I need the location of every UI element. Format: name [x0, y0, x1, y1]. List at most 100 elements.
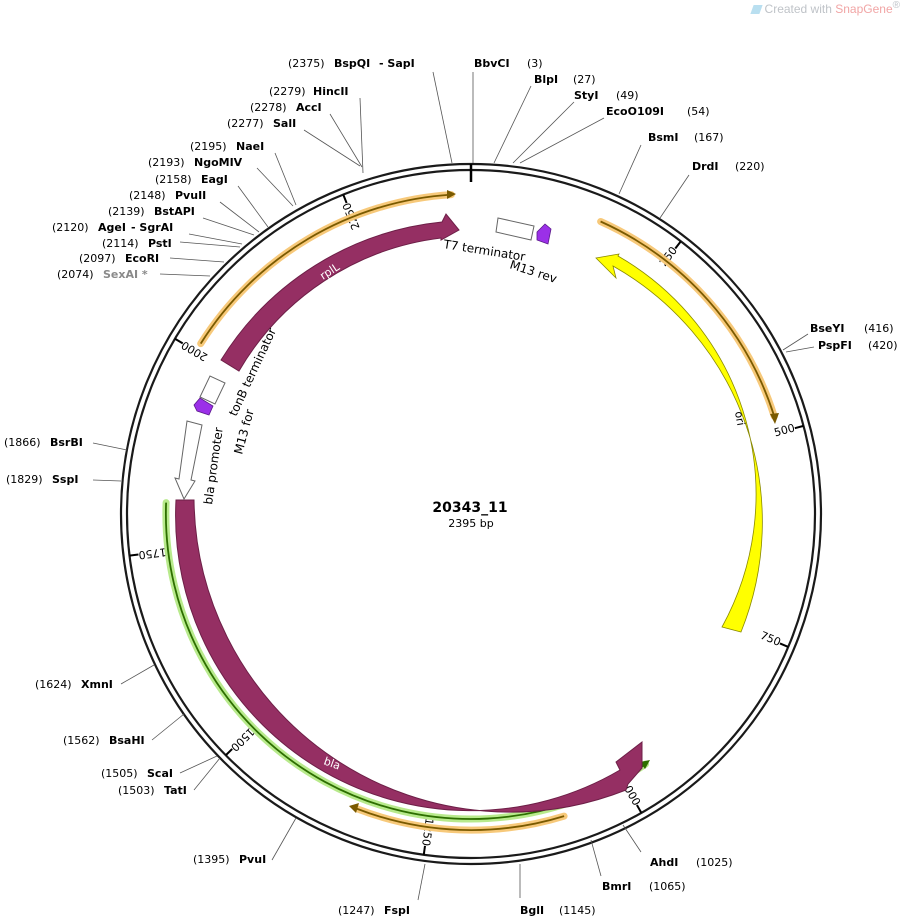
- connector-sali: [303, 129, 361, 167]
- ruler-tick-2250: [342, 194, 348, 204]
- site-pos-sali: (2277): [227, 117, 264, 130]
- site-name-xmni: XmnI: [81, 678, 113, 691]
- site-name-naei: NaeI: [236, 140, 264, 153]
- connector-sspi: [92, 479, 122, 482]
- site-pos-bseyi: (416): [864, 322, 894, 335]
- site-name-hincii: HincII: [313, 85, 349, 98]
- ruler-tick-1000: [636, 804, 643, 814]
- connector-bsahi: [151, 713, 185, 741]
- connector-scai: [179, 755, 218, 774]
- ruler-tick-750: [779, 642, 789, 648]
- feature-bla-promoter: bla promoter: [174, 420, 226, 505]
- site-name-ecori: EcoRI: [125, 252, 159, 265]
- site-pos-pspfi: (420): [868, 339, 898, 352]
- site-pos-agei: (2120): [52, 221, 89, 234]
- site-name-bmri: BmrI: [602, 880, 631, 893]
- site-pos-scai: (1505): [101, 767, 138, 780]
- site-name-sspi: SspI: [52, 473, 78, 486]
- primer-bind-arrowhead: [447, 190, 456, 199]
- site-pos-bsrbi: (1866): [4, 436, 41, 449]
- connector-pspfi: [785, 346, 815, 353]
- site-name-sali: SalI: [273, 117, 296, 130]
- site-pos-sexai: (2074): [57, 268, 94, 281]
- ruler-tick-label-750: 750: [758, 629, 782, 649]
- site-pos-psti: (2114): [102, 237, 139, 250]
- ruler-tick-250: [674, 240, 682, 250]
- primer-binding-region-bottom: [349, 803, 568, 834]
- primer-binding-region-top: [197, 190, 456, 348]
- primer-bind-line: [356, 807, 565, 831]
- connector-bstapi: [202, 217, 255, 236]
- site-pos-bmri: (1065): [649, 880, 686, 893]
- feature-ori: ori: [595, 253, 763, 633]
- site-name-agei: AgeI: [98, 221, 126, 234]
- primer-bind-arrowhead: [770, 413, 779, 424]
- site-name-eagi: EagI: [201, 173, 228, 186]
- feature-m13-for: M13 for: [193, 397, 257, 456]
- connector-bseyi: [782, 333, 809, 351]
- site-pos-fspi: (1247): [338, 904, 375, 917]
- primer-binding-region-right: [597, 218, 779, 424]
- connector-ahdi: [622, 824, 642, 853]
- site-name-pspfi: PspFI: [818, 339, 852, 352]
- site-pos-sspi: (1829): [6, 473, 43, 486]
- site-name-acci: AccI: [296, 101, 322, 114]
- site-pos-xmni: (1624): [35, 678, 72, 691]
- site-pos-drdi: (220): [735, 160, 765, 173]
- site-pos-naei: (2195): [190, 140, 227, 153]
- site-pos-bgli: (1145): [559, 904, 596, 917]
- bla-promoter-arrow: [174, 420, 203, 501]
- connector-ecoo109i: [519, 117, 605, 164]
- site-name-blpi: BlpI: [534, 73, 558, 86]
- site-pos-pvui: (1395): [193, 853, 230, 866]
- ruler-tick-1500: [225, 748, 233, 756]
- primer-bind-line: [199, 193, 452, 345]
- site-pos-acci: (2278): [250, 101, 287, 114]
- ruler-tick-500: [794, 424, 804, 430]
- rplL-arrow: [220, 213, 460, 372]
- site-name-fspi: FspI: [384, 904, 410, 917]
- site-name-tati: TatI: [164, 784, 187, 797]
- watermark-mark: ®: [892, 0, 900, 11]
- site-pos-eagi: (2158): [155, 173, 192, 186]
- site-name-drdi: DrdI: [692, 160, 719, 173]
- connector-styi: [512, 101, 575, 164]
- site-pos-bsahi: (1562): [63, 734, 100, 747]
- tonB-terminator-box: [199, 375, 226, 405]
- center-label: 20343_11 2395 bp: [432, 500, 507, 530]
- site-pos-hincii: (2279): [269, 85, 306, 98]
- connector-bsrbi: [92, 442, 128, 451]
- ruler-tick-1750: [129, 553, 139, 557]
- site-name-bsahi: BsaHI: [109, 734, 145, 747]
- plasmid-name: 20343_11: [432, 500, 507, 516]
- site-pos-bstapi: (2139): [108, 205, 145, 218]
- t7-terminator-box: [495, 217, 535, 241]
- site-pos-ecori: (2097): [79, 252, 116, 265]
- ruler-tick-2000: [174, 337, 184, 345]
- connector-tati: [193, 757, 221, 791]
- site-pos-styi: (49): [616, 89, 639, 102]
- plasmid-length: 2395 bp: [448, 517, 493, 530]
- site-pos-bspqi: (2375): [288, 57, 325, 70]
- ruler-tick-label-500: 500: [773, 421, 797, 439]
- site-connectors: [92, 71, 815, 901]
- site-name-sexai: SexAI *: [103, 268, 148, 281]
- site-name-ahdi: AhdI: [650, 856, 678, 869]
- site-name-ecoo109i: EcoO109I: [606, 105, 664, 118]
- connector-xmni: [120, 664, 155, 685]
- connector-fspi: [417, 863, 426, 901]
- site-pos-ngomiv: (2193): [148, 156, 185, 169]
- connector-ecori: [169, 257, 225, 263]
- site-name-bsrbi: BsrBI: [50, 436, 83, 449]
- site-name-bsmi: BsmI: [648, 131, 679, 144]
- site-pos-ahdi: (1025): [696, 856, 733, 869]
- connector-sexai: [159, 273, 211, 277]
- m13-rev-primer: [536, 223, 552, 245]
- site-name-psti: PstI: [148, 237, 172, 250]
- ruler-tick-1250: [422, 845, 426, 855]
- site-pos-tati: (1503): [118, 784, 155, 797]
- watermark-brand: SnapGene: [835, 2, 893, 16]
- feature-bla: bla: [175, 499, 643, 813]
- connector-eagi: [237, 185, 269, 228]
- site-labels: (2375) BspQI - SapI BbvCI (3) BlpI (27) …: [4, 57, 898, 917]
